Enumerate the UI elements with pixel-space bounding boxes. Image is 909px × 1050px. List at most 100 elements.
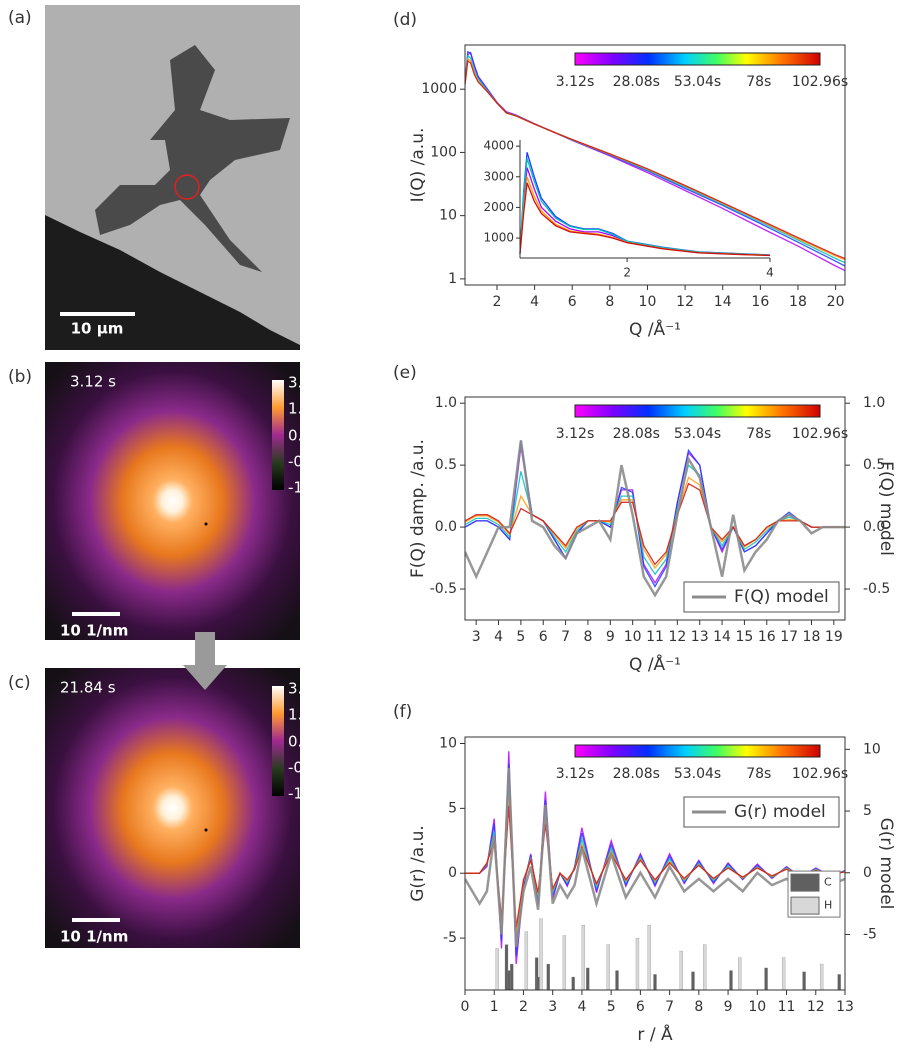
x-tick-label: 5 (516, 629, 525, 645)
stick-bar (524, 931, 529, 991)
inset-y-tick-label: 2000 (483, 200, 514, 214)
stick-bar (510, 963, 514, 991)
stick-bar (606, 944, 610, 991)
x-tick-label: 10 (748, 999, 766, 1015)
stick-bar (539, 918, 543, 991)
stick-bar (495, 948, 499, 991)
scale-bar-label: 10 1/nm (60, 622, 128, 640)
series-line (465, 482, 845, 566)
colorbar-tick: -0.6 (288, 759, 317, 777)
colorbar-tick: 3.1 (288, 680, 312, 698)
y-tick-label: 5 (448, 800, 457, 816)
beam-center (204, 522, 208, 526)
x-tick-label: 15 (735, 629, 753, 645)
x-tick-label: 18 (789, 294, 807, 310)
bar-legend-label: C (824, 876, 832, 889)
panel-c: (c) 21.84 s 3.1 1.8 0.6 -0.6 -1.9 10 1/n… (8, 668, 317, 948)
x-tick-label: 20 (827, 294, 845, 310)
x-axis-label: Q /Å⁻¹ (629, 318, 681, 340)
colorbar-label: 3.12s (556, 426, 594, 442)
y-tick-label: 100 (430, 144, 457, 160)
x-tick-label: 6 (636, 999, 645, 1015)
stick-bar (729, 970, 733, 991)
colorbar-label: 28.08s (613, 74, 660, 90)
y-tick-label: 0.0 (435, 519, 457, 535)
panel-label: (e) (393, 363, 417, 383)
stick-bar (679, 950, 683, 991)
inset-x-tick-label: 2 (623, 266, 631, 280)
x-tick-label: 11 (778, 999, 796, 1015)
y2-tick-label: 1.0 (863, 395, 885, 411)
series-line (465, 764, 845, 957)
x-axis-label: Q /Å⁻¹ (629, 653, 681, 675)
colorbar-tick: -0.6 (288, 453, 317, 471)
x-tick-label: 2 (519, 999, 528, 1015)
x-tick-label: 18 (803, 629, 821, 645)
x-tick-label: 8 (583, 629, 592, 645)
stick-bar (562, 935, 567, 991)
inset-y-tick-label: 4000 (483, 139, 514, 153)
inset-y-tick-label: 3000 (483, 169, 514, 183)
scale-bar-label: 10 µm (71, 320, 124, 338)
time-colorbar (574, 744, 821, 758)
colorbar-label: 78s (746, 426, 771, 442)
colorbar-tick: 0.6 (288, 427, 312, 445)
x-tick-label: 14 (714, 294, 732, 310)
x-tick-label: 0 (461, 999, 470, 1015)
y-tick-label: 0 (448, 865, 457, 881)
inset-x-tick-label: 4 (766, 266, 774, 280)
x-tick-label: 10 (624, 629, 642, 645)
y2-axis-label: F(Q) model (876, 461, 896, 556)
colorbar-label: 53.04s (674, 766, 721, 782)
y-tick-label: 1 (448, 271, 457, 287)
x-tick-label: 9 (724, 999, 733, 1015)
time-label: 21.84 s (60, 679, 116, 697)
bar-legend-label: H (824, 899, 832, 912)
colorbar-tick: 0.6 (288, 733, 312, 751)
diffraction-image (45, 668, 300, 948)
panel-a: (a) 10 µm (8, 5, 300, 350)
panel-b: (b) 3.12 s 3.1 1.8 0.6 -0.6 -1.9 10 1/nm (8, 362, 317, 640)
x-tick-label: 13 (691, 629, 709, 645)
y2-tick-label: 5 (863, 803, 872, 819)
stick-bar (819, 963, 824, 991)
x-tick-label: 16 (758, 629, 776, 645)
legend-label: F(Q) model (734, 587, 829, 607)
x-tick-label: 1 (490, 999, 499, 1015)
stick-bar (635, 937, 640, 991)
scale-bar-label: 10 1/nm (60, 928, 128, 946)
stick-bar (507, 970, 511, 991)
x-tick-label: 12 (668, 629, 686, 645)
stick-bar (691, 971, 695, 991)
x-tick-label: 3 (548, 999, 557, 1015)
x-tick-label: 9 (606, 629, 615, 645)
colorbar-label: 53.04s (674, 74, 721, 90)
colorbar-label: 102.96s (792, 766, 848, 782)
x-tick-label: 12 (807, 999, 825, 1015)
stick-bar (615, 970, 619, 991)
stick-bar (653, 974, 657, 991)
colorbar-label: 28.08s (613, 426, 660, 442)
x-tick-label: 6 (568, 294, 577, 310)
x-tick-label: 16 (751, 294, 769, 310)
series-line (465, 767, 845, 947)
time-colorbar (574, 404, 821, 418)
inset-y-tick-label: 1000 (483, 231, 514, 245)
stick-bar (781, 957, 786, 991)
y2-axis-label: G(r) model (876, 818, 896, 910)
beam-center (204, 828, 208, 832)
time-label: 3.12 s (70, 373, 116, 391)
y2-tick-label: 10 (863, 741, 881, 757)
x-tick-label: 19 (825, 629, 843, 645)
colorbar-tick: -1.9 (288, 785, 317, 803)
colorbar (272, 380, 284, 490)
colorbar-label: 28.08s (613, 766, 660, 782)
colorbar-tick: 3.1 (288, 374, 312, 392)
y-tick-label: 10 (439, 735, 457, 751)
panel-label: (b) (8, 367, 32, 387)
stick-bar (837, 974, 841, 991)
stick-bar (764, 967, 768, 991)
y2-tick-label: -5 (863, 926, 877, 942)
x-tick-label: 17 (780, 629, 798, 645)
y-tick-label: -0.5 (430, 581, 457, 597)
